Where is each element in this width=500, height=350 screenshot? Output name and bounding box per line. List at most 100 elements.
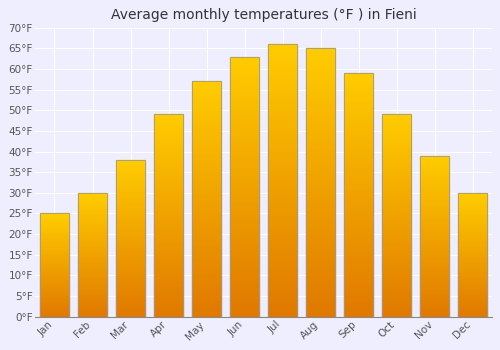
Bar (458, 312, 487, 313)
Bar (458, 283, 487, 285)
Bar (420, 268, 449, 270)
Bar (154, 307, 183, 309)
Bar (78, 208, 107, 209)
Bar (420, 233, 449, 235)
Bar (40, 294, 68, 295)
Bar (230, 135, 259, 137)
Bar (420, 264, 449, 265)
Bar (382, 126, 411, 128)
Bar (230, 246, 259, 249)
Bar (306, 116, 335, 118)
Bar (40, 233, 68, 234)
Bar (116, 315, 145, 317)
Bar (268, 129, 297, 131)
Bar (458, 294, 487, 296)
Bar (116, 274, 145, 276)
Bar (40, 224, 68, 225)
Bar (306, 188, 335, 190)
Bar (306, 172, 335, 174)
Bar (78, 264, 107, 265)
Bar (420, 285, 449, 286)
Bar (306, 276, 335, 279)
Bar (306, 260, 335, 263)
Bar (230, 259, 259, 262)
Bar (192, 100, 221, 103)
Bar (458, 239, 487, 240)
Bar (78, 313, 107, 314)
Bar (192, 183, 221, 185)
Bar (192, 281, 221, 284)
Bar (420, 202, 449, 204)
Bar (116, 281, 145, 282)
Bar (116, 254, 145, 256)
Bar (306, 250, 335, 252)
Bar (458, 306, 487, 307)
Bar (268, 79, 297, 82)
Bar (154, 274, 183, 276)
Bar (382, 149, 411, 151)
Bar (420, 239, 449, 241)
Bar (192, 93, 221, 96)
Bar (154, 143, 183, 145)
Bar (382, 118, 411, 120)
Bar (116, 292, 145, 293)
Bar (458, 241, 487, 243)
Bar (78, 231, 107, 232)
Bar (306, 285, 335, 287)
Bar (154, 187, 183, 189)
Bar (78, 219, 107, 220)
Bar (192, 274, 221, 277)
Bar (40, 222, 68, 223)
Bar (306, 241, 335, 244)
Bar (458, 264, 487, 265)
Bar (40, 215, 68, 216)
Bar (420, 193, 449, 194)
Bar (382, 120, 411, 122)
Bar (40, 266, 68, 267)
Bar (116, 282, 145, 284)
Bar (306, 206, 335, 209)
Bar (420, 278, 449, 280)
Bar (306, 233, 335, 236)
Bar (420, 286, 449, 288)
Bar (230, 270, 259, 273)
Bar (268, 276, 297, 279)
Bar (382, 252, 411, 254)
Bar (78, 309, 107, 310)
Bar (116, 201, 145, 202)
Bar (154, 177, 183, 179)
Bar (458, 235, 487, 236)
Bar (40, 293, 68, 294)
Bar (306, 51, 335, 54)
Bar (458, 247, 487, 248)
Bar (78, 280, 107, 281)
Bar (154, 131, 183, 133)
Bar (230, 249, 259, 252)
Bar (382, 205, 411, 208)
Bar (40, 253, 68, 254)
Bar (458, 214, 487, 215)
Bar (116, 193, 145, 194)
Bar (40, 246, 68, 247)
Bar (78, 218, 107, 219)
Bar (40, 316, 68, 317)
Bar (382, 147, 411, 149)
Bar (344, 266, 373, 268)
Bar (40, 239, 68, 240)
Bar (154, 195, 183, 197)
Bar (40, 258, 68, 259)
Bar (154, 290, 183, 292)
Bar (382, 189, 411, 191)
Bar (344, 244, 373, 246)
Bar (230, 119, 259, 121)
Bar (40, 306, 68, 307)
Bar (192, 171, 221, 173)
Bar (420, 312, 449, 314)
Bar (78, 286, 107, 287)
Bar (306, 166, 335, 169)
Bar (230, 231, 259, 233)
Bar (420, 177, 449, 178)
Bar (344, 292, 373, 295)
Bar (306, 89, 335, 91)
Bar (116, 168, 145, 169)
